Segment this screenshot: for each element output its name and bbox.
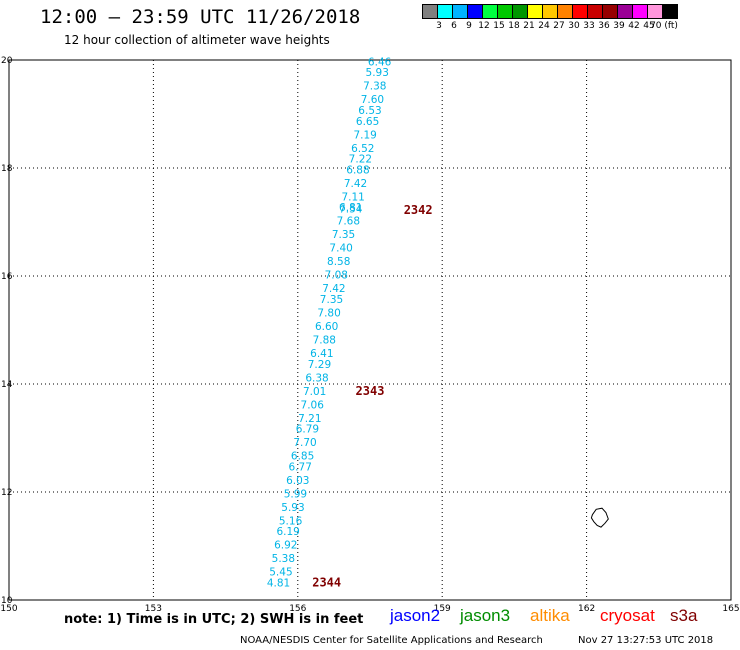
- legend-jason3: jason3: [460, 606, 511, 625]
- chart-subtitle: 12 hour collection of altimeter wave hei…: [64, 33, 330, 47]
- wave-height-point: 6.85: [291, 451, 314, 463]
- legend-altika: altika: [530, 606, 570, 625]
- plot-frame: [8, 59, 732, 601]
- pass-time-annotation: 2344: [312, 576, 341, 590]
- color-scale-label: 15: [493, 21, 505, 31]
- legend-s3a: s3a: [670, 606, 698, 625]
- x-tick-label: 162: [578, 604, 595, 614]
- wave-height-point: 7.38: [363, 81, 386, 93]
- x-tick-label: 150: [0, 604, 17, 614]
- wave-height-point: 6.52: [351, 143, 374, 155]
- x-tick-label: 165: [722, 604, 739, 614]
- y-tick-label: 16: [1, 272, 13, 282]
- wave-height-point: 7.42: [344, 178, 367, 190]
- color-scale-label: 6: [451, 21, 457, 31]
- color-scale-label: 24: [538, 21, 550, 31]
- wave-height-point: 7.35: [320, 294, 343, 306]
- y-tick-label: 20: [1, 56, 13, 66]
- wave-height-point: 6.77: [289, 461, 312, 473]
- wave-height-point: 7.54: [339, 203, 363, 215]
- color-scale-label: 30: [568, 21, 580, 31]
- wave-height-point: 7.40: [329, 243, 352, 255]
- wave-height-point: 7.11: [341, 191, 364, 203]
- wave-height-point: 7.68: [337, 216, 360, 228]
- wave-height-point: 5.99: [284, 488, 307, 500]
- color-scale-label: 39: [613, 21, 625, 31]
- color-swatches: [422, 4, 678, 19]
- wave-height-point: 6.03: [286, 475, 309, 487]
- color-scale-label: 27: [553, 21, 565, 31]
- wave-height-point: 7.35: [332, 229, 355, 241]
- wave-height-point: 7.60: [361, 94, 384, 106]
- color-scale-legend: 3 6 9 12 15 18 21 24 27 30 33 36 39 42 45 70 (ft): [422, 4, 678, 33]
- wave-height-point: 7.80: [317, 308, 340, 320]
- wave-height-point: 6.19: [276, 526, 299, 538]
- wave-height-point: 6.60: [315, 321, 338, 333]
- wave-height-point: 7.29: [308, 359, 331, 371]
- wave-height-point: 7.22: [349, 154, 372, 166]
- x-tick-label: 156: [289, 604, 306, 614]
- wave-height-point: 6.92: [274, 540, 297, 552]
- wave-height-point: 6.53: [358, 105, 381, 117]
- color-scale-label: 36: [598, 21, 610, 31]
- wave-height-point: 6.81: [339, 202, 362, 214]
- units-note: note: 1) Time is in UTC; 2) SWH is in fe…: [64, 612, 364, 627]
- color-scale-label: 42: [628, 21, 640, 31]
- color-scale-label: 45: [643, 21, 655, 31]
- color-scale-label: 21: [523, 21, 535, 31]
- wave-height-point: 5.93: [281, 502, 304, 514]
- wave-height-point: 6.88: [346, 164, 369, 176]
- color-scale-label: 12: [478, 21, 490, 31]
- y-tick-label: 10: [1, 596, 13, 606]
- y-tick-label: 12: [1, 488, 12, 498]
- wave-height-point: 5.16: [279, 515, 303, 527]
- x-tick-label: 159: [434, 604, 451, 614]
- pass-time-annotation: 2343: [356, 384, 385, 398]
- wave-height-point: 5.45: [269, 567, 292, 579]
- wave-height-point: 7.88: [313, 335, 336, 347]
- wave-height-point: 7.42: [322, 283, 345, 295]
- color-scale-label: 33: [583, 21, 595, 31]
- color-scale-labels: 3 6 9 12 15 18 21 24 27 30 33 36 39 42 45 70 (ft): [422, 19, 678, 33]
- wave-height-point: 6.46: [368, 56, 392, 68]
- wave-height-point: 7.06: [301, 399, 325, 411]
- wave-height-point: 5.93: [366, 67, 389, 79]
- wave-height-point: 8.58: [327, 256, 350, 268]
- wave-height-point: 7.08: [325, 270, 348, 282]
- color-swatch: [662, 4, 678, 19]
- wave-height-point: 7.21: [298, 413, 321, 425]
- wave-height-point: 6.79: [296, 424, 319, 436]
- y-tick-label: 14: [1, 380, 13, 390]
- legend-cryosat: cryosat: [600, 606, 655, 625]
- page-title: 12:00 — 23:59 UTC 11/26/2018: [40, 6, 361, 28]
- x-tick-label: 153: [145, 604, 162, 614]
- wave-height-point: 5.38: [272, 553, 295, 565]
- wave-height-point: 7.19: [353, 129, 376, 141]
- wave-height-point: 4.81: [267, 578, 290, 590]
- wave-height-point: 7.70: [293, 437, 316, 449]
- wave-height-point: 7.01: [303, 386, 326, 398]
- color-scale-label: 3: [436, 21, 442, 31]
- y-tick-label: 18: [1, 164, 13, 174]
- footer-credit: NOAA/NESDIS Center for Satellite Applica…: [240, 635, 543, 646]
- pass-time-annotation: 2342: [404, 203, 433, 217]
- wave-height-point: 6.65: [356, 116, 379, 128]
- wave-height-point: 6.38: [305, 372, 328, 384]
- color-scale-label: 9: [466, 21, 472, 31]
- footer-timestamp: Nov 27 13:27:53 UTC 2018: [578, 635, 714, 646]
- color-scale-label: 18: [508, 21, 520, 31]
- legend-jason2: jason2: [390, 606, 441, 625]
- color-scale-label: 70 (ft): [650, 21, 678, 31]
- island-outline: [590, 507, 609, 528]
- wave-height-point: 6.41: [310, 348, 333, 360]
